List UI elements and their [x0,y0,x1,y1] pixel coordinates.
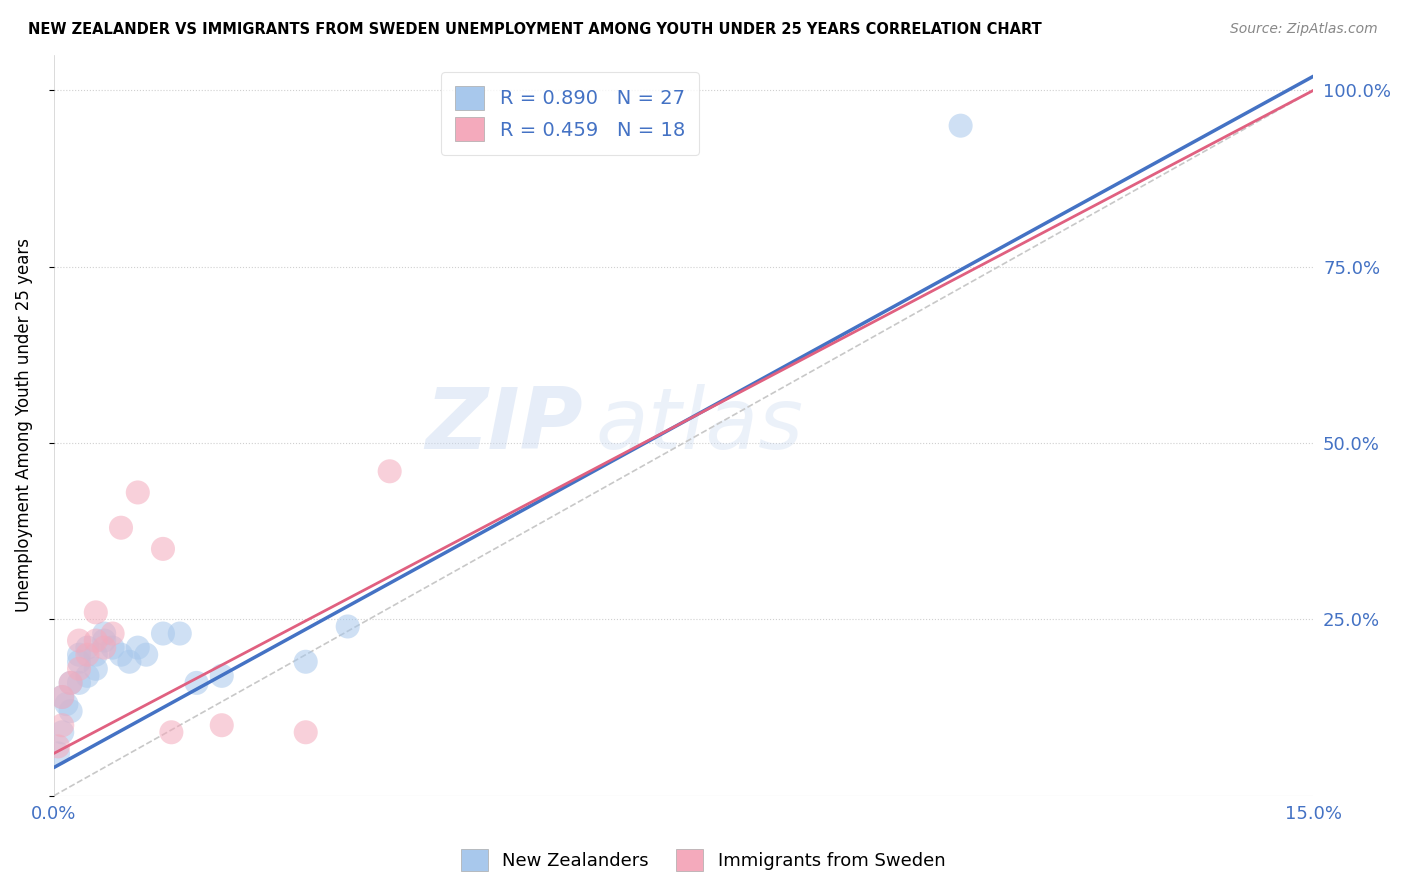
Point [59,704,82,718]
Point [51,690,73,704]
Point [93,626,115,640]
Point [211,669,233,683]
Point [84,633,107,648]
Point [294,655,316,669]
Point [76,648,98,662]
Point [211,718,233,732]
Point [135,648,157,662]
Point [55,697,77,711]
Point [110,521,132,535]
Point [127,640,149,655]
Point [51,690,73,704]
Text: Source: ZipAtlas.com: Source: ZipAtlas.com [1230,22,1378,37]
Legend: New Zealanders, Immigrants from Sweden: New Zealanders, Immigrants from Sweden [454,842,952,879]
Point [67,655,90,669]
Point [118,655,141,669]
Point [84,662,107,676]
Point [76,669,98,683]
Text: atlas: atlas [595,384,803,467]
Point [949,119,972,133]
Point [46,747,69,761]
Point [152,541,174,556]
Point [76,640,98,655]
Point [186,676,208,690]
Y-axis label: Unemployment Among Youth under 25 years: Unemployment Among Youth under 25 years [15,238,32,613]
Point [51,725,73,739]
Point [67,676,90,690]
Text: NEW ZEALANDER VS IMMIGRANTS FROM SWEDEN UNEMPLOYMENT AMONG YOUTH UNDER 25 YEARS : NEW ZEALANDER VS IMMIGRANTS FROM SWEDEN … [28,22,1042,37]
Legend: R = 0.890   N = 27, R = 0.459   N = 18: R = 0.890 N = 27, R = 0.459 N = 18 [441,72,699,154]
Point [110,648,132,662]
Point [169,626,191,640]
Text: ZIP: ZIP [425,384,583,467]
Point [59,676,82,690]
Point [84,648,107,662]
Point [51,718,73,732]
Point [67,648,90,662]
Point [93,633,115,648]
Point [152,626,174,640]
Point [160,725,183,739]
Point [59,676,82,690]
Point [67,662,90,676]
Point [127,485,149,500]
Point [93,640,115,655]
Point [294,725,316,739]
Point [101,626,124,640]
Point [46,739,69,754]
Point [67,633,90,648]
Point [378,464,401,478]
Point [84,606,107,620]
Point [336,619,359,633]
Point [101,640,124,655]
